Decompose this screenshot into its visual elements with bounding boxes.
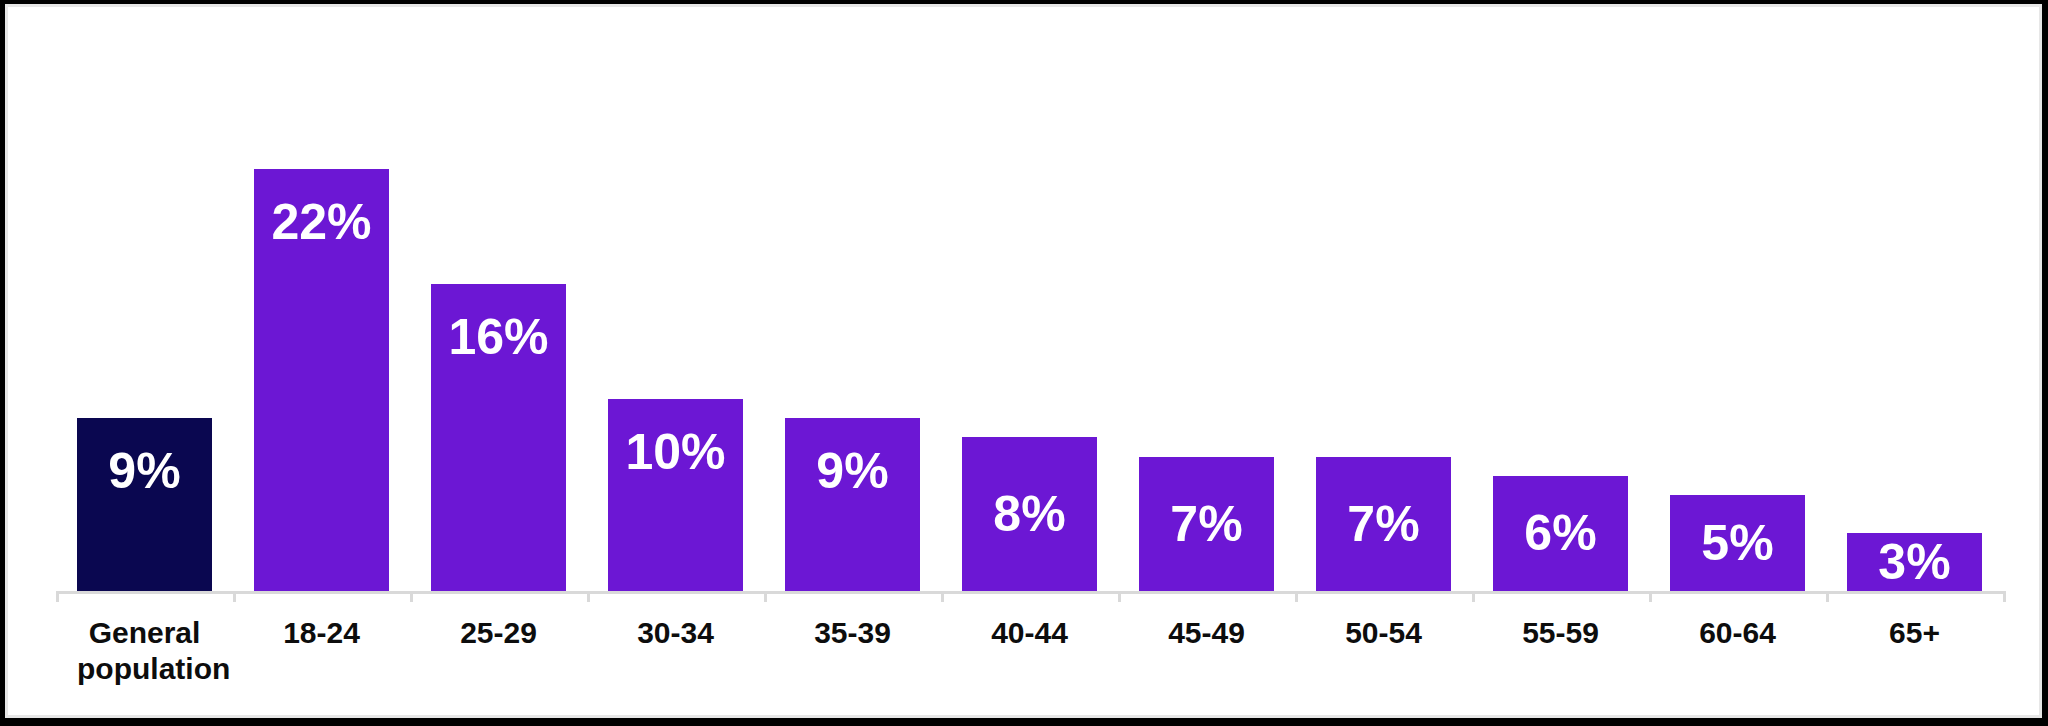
x-axis-tick [1118,591,1121,602]
x-axis-tick [1295,591,1298,602]
x-axis-tick [941,591,944,602]
x-axis-tick [233,591,236,602]
bar-group-60-64: 5%60-64 [1670,7,1805,591]
value-label: 9% [816,444,888,499]
bar-group-45-49: 7%45-49 [1139,7,1274,591]
value-label: 16% [448,310,548,365]
value-label: 5% [1701,516,1773,571]
bar-group-general-population: 9%General population [77,7,212,591]
value-label: 3% [1878,535,1950,590]
chart-screenshot: { "chart_data": { "type": "bar", "title"… [0,0,2048,726]
category-label: 40-44 [962,615,1097,651]
value-label: 8% [993,487,1065,542]
category-label: 25-29 [431,615,566,651]
bar: 5% [1670,495,1805,591]
bar: 7% [1316,457,1451,591]
x-axis-tick [1826,591,1829,602]
category-label: 50-54 [1316,615,1451,651]
value-label: 7% [1347,497,1419,552]
bar: 7% [1139,457,1274,591]
category-label: 65+ [1847,615,1982,651]
chart-panel: 9%General population22%18-2416%25-2910%3… [5,4,2042,718]
bar-group-55-59: 6%55-59 [1493,7,1628,591]
x-axis-tick [764,591,767,602]
bar: 3% [1847,533,1982,591]
bar-group-40-44: 8%40-44 [962,7,1097,591]
value-label: 9% [108,444,180,499]
value-label: 6% [1524,506,1596,561]
bar-group-35-39: 9%35-39 [785,7,920,591]
category-label: General population [77,615,212,687]
bar-group-18-24: 22%18-24 [254,7,389,591]
category-label: 18-24 [254,615,389,651]
bar: 9% [77,418,212,591]
bar-group-30-34: 10%30-34 [608,7,743,591]
x-axis-tick [410,591,413,602]
bar-chart: 9%General population22%18-2416%25-2910%3… [8,7,2039,715]
bar-group-25-29: 16%25-29 [431,7,566,591]
bar: 9% [785,418,920,591]
bar: 6% [1493,476,1628,591]
bar-group-50-54: 7%50-54 [1316,7,1451,591]
value-label: 22% [271,195,371,250]
category-label: 45-49 [1139,615,1274,651]
category-label: 35-39 [785,615,920,651]
x-axis-tick [587,591,590,602]
x-axis-tick [56,591,59,602]
x-axis-tick [2003,591,2006,602]
category-label: 30-34 [608,615,743,651]
bar: 10% [608,399,743,591]
x-axis-tick [1649,591,1652,602]
category-label: 55-59 [1493,615,1628,651]
category-label: 60-64 [1670,615,1805,651]
bar: 8% [962,437,1097,591]
value-label: 10% [625,425,725,480]
bar: 16% [431,284,566,591]
bar-group-65+: 3%65+ [1847,7,1982,591]
x-axis-line [56,591,2006,594]
bar: 22% [254,169,389,591]
value-label: 7% [1170,497,1242,552]
x-axis-tick [1472,591,1475,602]
